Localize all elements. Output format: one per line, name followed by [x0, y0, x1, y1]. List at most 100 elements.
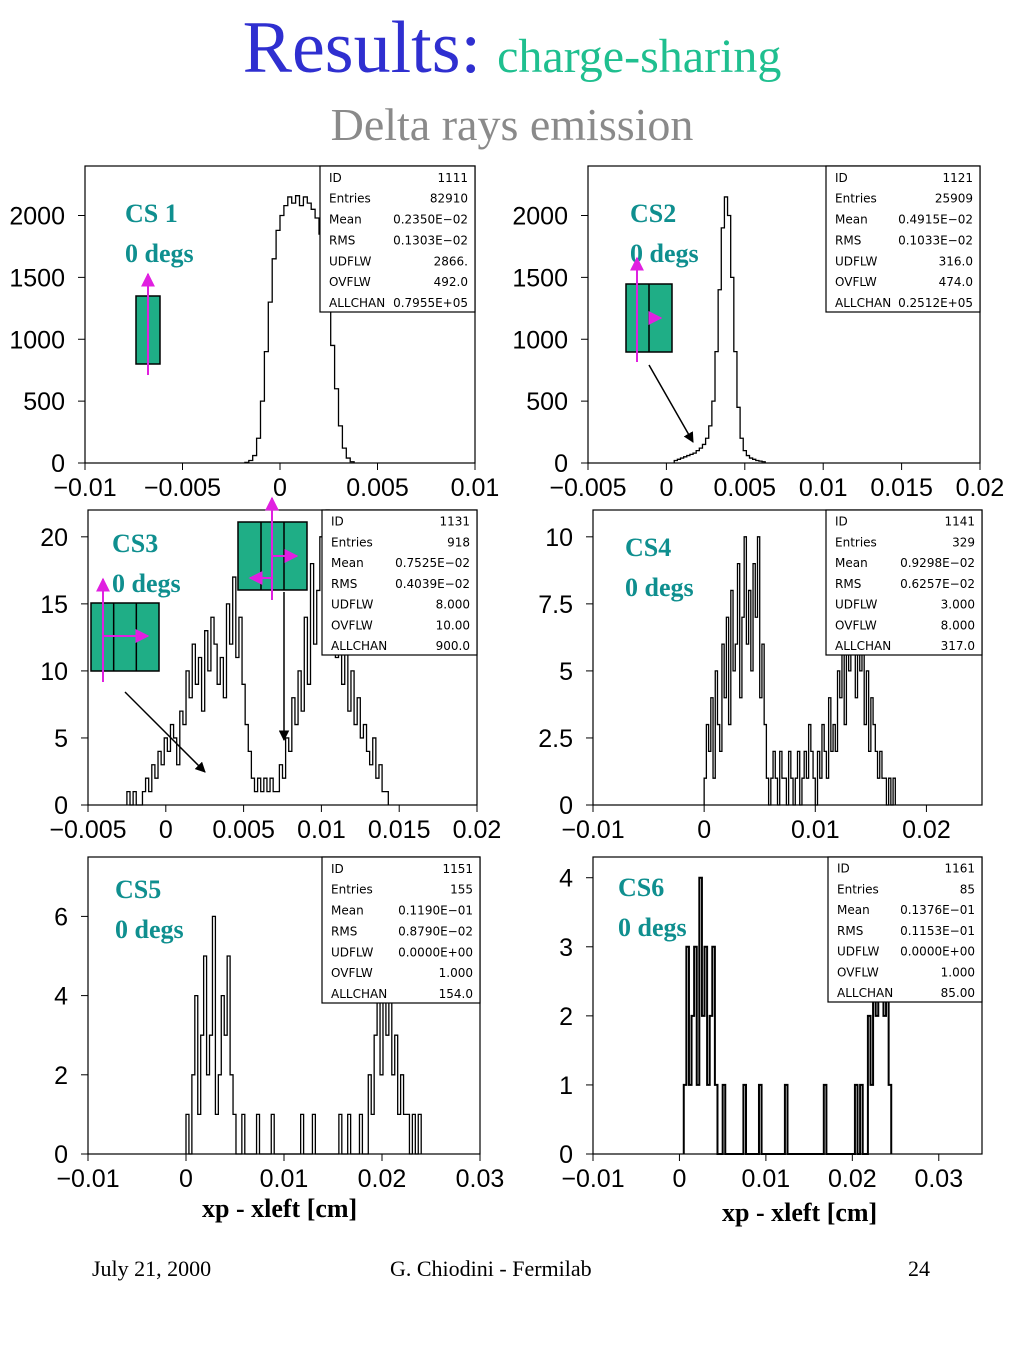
pad-diagram-cs1 [135, 272, 161, 375]
stats-key: Mean [331, 556, 364, 570]
x-tick-label: −0.01 [53, 474, 116, 502]
stats-key: Mean [329, 213, 362, 227]
stats-key: OVFLW [835, 618, 877, 632]
stats-value: 492.0 [434, 275, 468, 289]
x-tick-label: −0.01 [561, 1165, 624, 1193]
stats-key: OVFLW [331, 618, 373, 632]
stats-value: 2866. [434, 254, 468, 268]
panel-angle-label: 0 degs [125, 239, 194, 268]
footer-author: G. Chiodini - Fermilab [390, 1256, 592, 1281]
y-tick-label: 500 [23, 388, 65, 416]
stats-box [827, 856, 983, 1003]
panel-angle-label: 0 degs [618, 913, 687, 942]
panel-label: CS6 [618, 873, 664, 902]
x-axis-label-left: xp - xleft [cm] [202, 1194, 358, 1223]
y-tick-label: 2.5 [538, 725, 573, 753]
stats-value: 10.00 [436, 618, 470, 632]
y-tick-label: 6 [54, 903, 68, 931]
stats-value: 918 [447, 535, 470, 549]
stats-value: 0.7955E+05 [393, 296, 468, 310]
y-tick-label: 10 [40, 658, 68, 686]
slide-title: Results: [242, 7, 482, 89]
stats-key: RMS [329, 233, 355, 247]
stats-value: 0.1190E−01 [398, 904, 473, 918]
delta-ray-pointer [124, 691, 206, 773]
stats-value: 1.000 [941, 965, 975, 979]
stats-box [321, 509, 478, 656]
x-tick-label: 0.02 [902, 816, 951, 844]
panel-label: CS2 [630, 199, 676, 228]
histogram-series [185, 915, 422, 1155]
histogram-panel-2: −0.005 0 0.005 0.01 0.015 0.02050010001500200… [512, 165, 1005, 502]
stats-key: ALLCHAN [835, 296, 891, 310]
panel-label: CS4 [625, 533, 671, 562]
stats-key: Mean [837, 903, 870, 917]
stats-value: 316.0 [939, 254, 973, 268]
panel-label: CS 1 [125, 199, 178, 228]
x-tick-label: 0.01 [451, 474, 500, 502]
stats-value: 1161 [944, 862, 975, 876]
stats-value: 8.000 [941, 618, 975, 632]
y-tick-label: 20 [40, 524, 68, 552]
slide-subtitle: Delta rays emission [330, 99, 694, 150]
stats-box [825, 165, 981, 313]
stats-key: RMS [835, 577, 861, 591]
y-tick-label: 0 [51, 450, 65, 478]
stats-key: Mean [835, 556, 868, 570]
stats-key: Entries [331, 883, 373, 897]
stats-value: 1121 [942, 171, 973, 185]
x-tick-label: 0 [273, 474, 287, 502]
panel-angle-label: 0 degs [112, 569, 181, 598]
x-tick-label: 0.005 [212, 816, 275, 844]
y-tick-label: 1000 [9, 326, 65, 354]
stats-value: 0.4039E−02 [395, 577, 470, 591]
stats-value: 329 [952, 535, 975, 549]
stats-key: ALLCHAN [331, 987, 387, 1001]
stats-value: 0.9298E−02 [900, 556, 975, 570]
stats-value: 25909 [935, 192, 973, 206]
y-tick-label: 0 [54, 1141, 68, 1169]
footer-page-number: 24 [908, 1256, 930, 1281]
x-tick-label: 0 [179, 1165, 193, 1193]
y-tick-label: 2000 [512, 203, 568, 231]
stats-value: 0.1376E−01 [900, 903, 975, 917]
stats-value: 0.2512E+05 [898, 296, 973, 310]
x-tick-label: 0.02 [358, 1165, 407, 1193]
y-tick-label: 4 [559, 865, 573, 893]
stats-value: 155 [450, 883, 473, 897]
pad-diagram-cs3 [90, 496, 308, 773]
stats-key: Entries [835, 192, 877, 206]
slide-title-row: Results: charge-sharing [0, 6, 1024, 91]
stats-value: 85 [960, 882, 975, 896]
stats-key: OVFLW [837, 965, 879, 979]
x-tick-label: 0.015 [870, 474, 933, 502]
x-tick-label: 0.02 [956, 474, 1005, 502]
stats-box [319, 165, 476, 313]
histogram-series [682, 876, 893, 1155]
y-tick-label: 0 [554, 450, 568, 478]
stats-value: 8.000 [436, 598, 470, 612]
stats-key: ID [331, 515, 344, 529]
stats-key: Entries [835, 535, 877, 549]
x-tick-label: −0.005 [549, 474, 626, 502]
x-axis-label-right: xp - xleft [cm] [722, 1198, 878, 1227]
stats-value: 0.6257E−02 [900, 577, 975, 591]
stats-key: UDFLW [329, 254, 372, 268]
stats-value: 1141 [944, 515, 975, 529]
stats-key: UDFLW [835, 254, 878, 268]
stats-box [321, 856, 481, 1004]
stats-box [825, 509, 983, 656]
y-tick-label: 2 [559, 1003, 573, 1031]
stats-key: Mean [835, 213, 868, 227]
x-tick-label: −0.01 [561, 816, 624, 844]
y-tick-label: 0 [54, 792, 68, 820]
stats-value: 474.0 [939, 275, 973, 289]
y-tick-label: 5 [54, 725, 68, 753]
histogram-series [244, 195, 355, 464]
stats-key: UDFLW [331, 598, 374, 612]
x-tick-label: 0 [697, 816, 711, 844]
stats-key: OVFLW [835, 275, 877, 289]
y-tick-label: 5 [559, 658, 573, 686]
stats-value: 0.0000E+00 [900, 945, 975, 959]
